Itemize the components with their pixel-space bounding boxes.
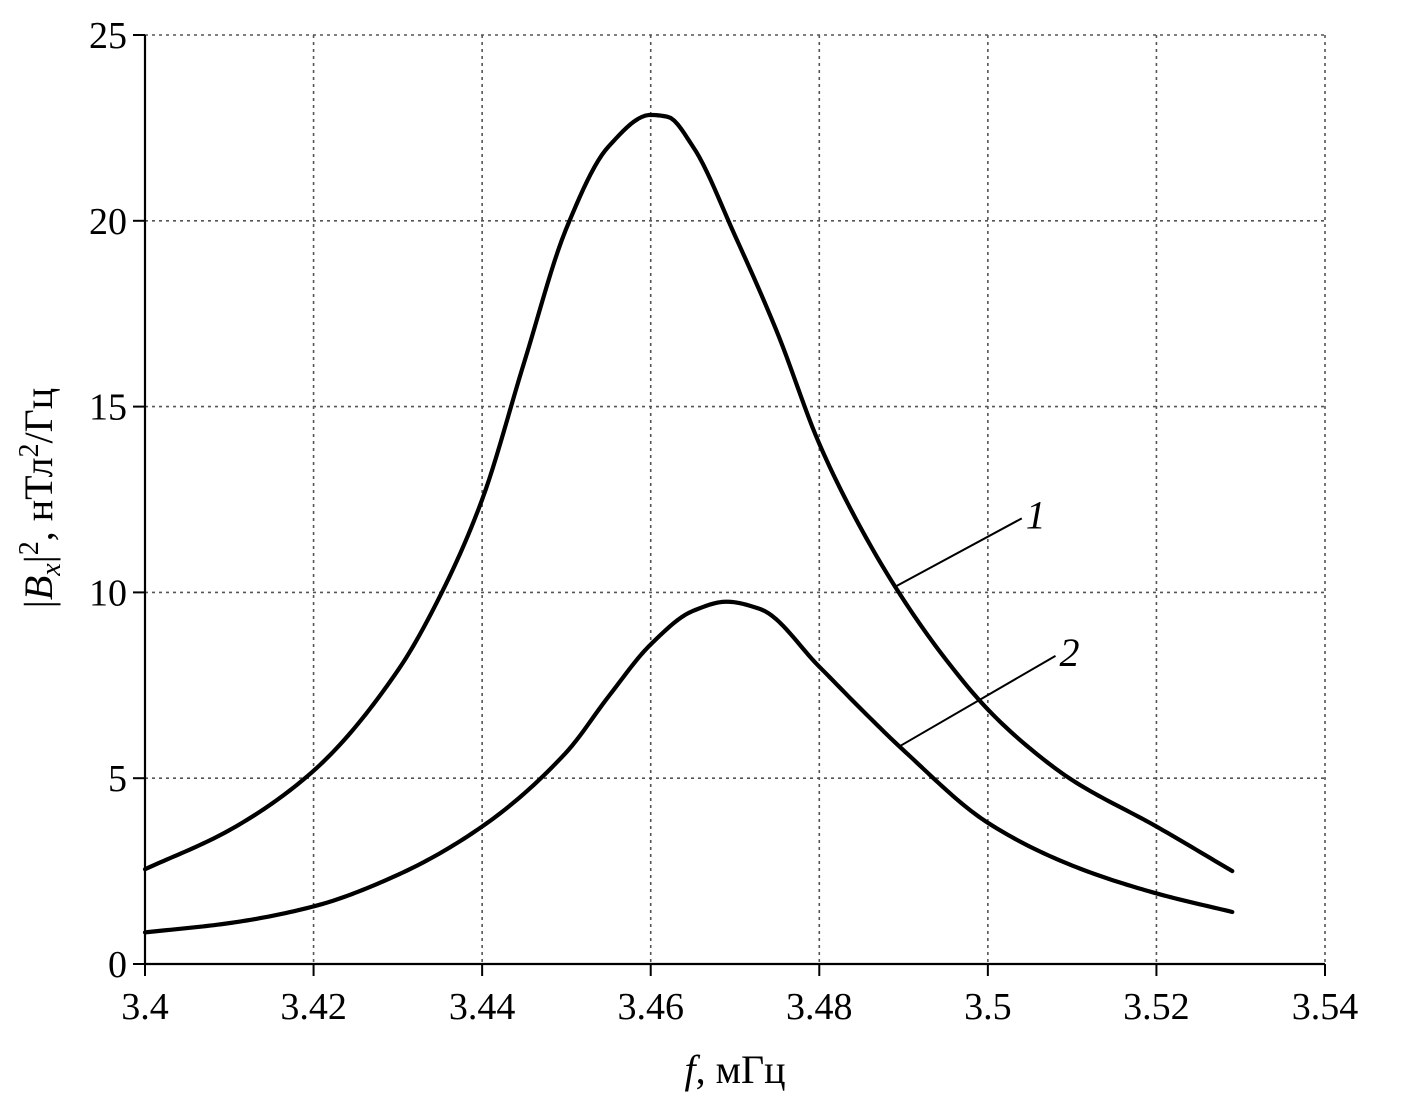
y-axis-label-unit-tail: /Гц: [16, 388, 61, 444]
x-tick-label: 3.52: [1123, 986, 1190, 1028]
y-axis-label-unit-superscript: 2: [14, 443, 45, 457]
tick-marks: [133, 34, 1326, 976]
axes: [143, 35, 1325, 966]
y-axis-label-var: B: [16, 576, 61, 600]
grid-lines: [145, 34, 1326, 964]
y-axis-label-superscript: 2: [14, 541, 45, 555]
y-axis-label: |Bx|2, нТл2/Гц: [14, 388, 67, 608]
x-tick-label: 3.44: [449, 986, 516, 1028]
x-tick-label: 3.5: [964, 986, 1012, 1028]
curve-label-2: 2: [1060, 630, 1080, 675]
y-axis-label-bar-left: |: [16, 600, 61, 608]
tick-labels: 3.4 3.42 3.44 3.46 3.48 3.5 3.52 3.54 0 5 10 15 20 25: [89, 15, 1358, 1028]
curve-annotations: 12: [894, 492, 1080, 748]
x-tick-label: 3.4: [121, 986, 169, 1028]
annotation-leader-2: [898, 654, 1057, 748]
y-tick-label: 20: [89, 201, 127, 243]
y-axis-label-unit: , нТл: [16, 457, 61, 541]
y-tick-label: 15: [89, 387, 127, 429]
y-tick-label: 25: [89, 15, 127, 57]
x-axis-label-unit: , мГц: [696, 1047, 786, 1092]
series-line-2: [142, 599, 1235, 935]
series-line-1: [142, 112, 1235, 874]
y-tick-label: 5: [108, 758, 127, 800]
curve-label-1: 1: [1026, 492, 1046, 537]
x-tick-label: 3.42: [280, 986, 347, 1028]
y-axis-label-bar-right: |: [16, 555, 61, 563]
x-axis-label: f, мГц: [685, 1047, 786, 1092]
y-tick-label: 0: [108, 944, 127, 986]
x-tick-label: 3.48: [786, 986, 853, 1028]
series-lines: [142, 112, 1235, 935]
x-tick-label: 3.46: [617, 986, 684, 1028]
annotation-leader-1: [894, 517, 1023, 588]
y-tick-label: 10: [89, 572, 127, 614]
x-tick-label: 3.54: [1292, 986, 1359, 1028]
y-axis-label-subscript: x: [36, 563, 67, 577]
